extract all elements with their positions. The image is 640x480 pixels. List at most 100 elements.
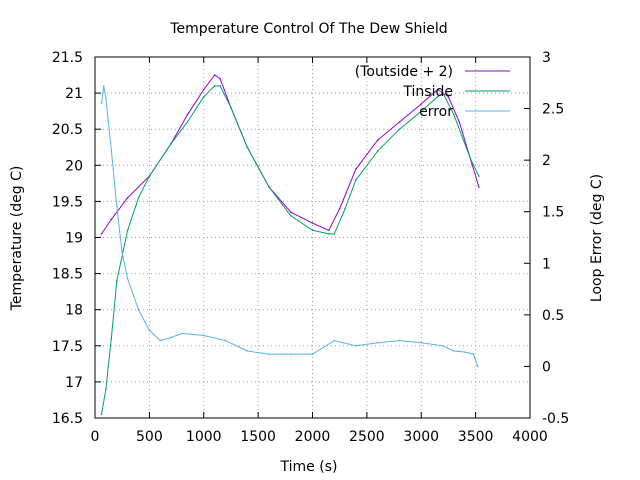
x-tick-label: 4000 bbox=[512, 429, 548, 445]
series-0-point bbox=[436, 88, 439, 91]
axis-ticks: 0 500 1000 1500 2000 2500 3000 3500 4000 16.5 17 17… bbox=[52, 50, 570, 445]
series-2-point bbox=[290, 353, 292, 355]
series-1-point bbox=[246, 146, 249, 149]
series-1-point bbox=[110, 337, 113, 340]
series-line-1 bbox=[101, 85, 480, 415]
x-tick-label: 1000 bbox=[186, 429, 222, 445]
series-1-point bbox=[213, 85, 216, 87]
series-2-point bbox=[333, 339, 336, 342]
series-0-point bbox=[203, 88, 205, 91]
series-1-point bbox=[355, 178, 357, 181]
series-1-point bbox=[333, 233, 336, 235]
series-2-point bbox=[148, 329, 151, 332]
series-0-point bbox=[213, 74, 216, 76]
series-2-point bbox=[116, 205, 118, 208]
series-2-point bbox=[442, 345, 444, 347]
series-2-point bbox=[311, 353, 314, 355]
y2-tick-label: 1 bbox=[542, 256, 551, 272]
series-2-point bbox=[121, 252, 123, 254]
series-0-point bbox=[377, 139, 379, 141]
x-tick-label: 3000 bbox=[403, 429, 439, 445]
series-1-point bbox=[442, 92, 444, 94]
series-2-point bbox=[398, 339, 401, 342]
legend: (Toutside + 2) Tinside error bbox=[355, 64, 510, 120]
series-1-point bbox=[230, 106, 232, 109]
series-2-point bbox=[102, 85, 105, 87]
series-1-point bbox=[170, 142, 172, 145]
series-2-point bbox=[159, 339, 162, 342]
series-0-point bbox=[311, 222, 314, 224]
series-line-2 bbox=[101, 85, 479, 367]
series-0-point bbox=[219, 77, 221, 80]
series-1-point bbox=[398, 128, 401, 130]
x-axis-label: Time (s) bbox=[280, 459, 338, 475]
x-tick-label: 2500 bbox=[349, 429, 385, 445]
series-1-point bbox=[290, 215, 292, 217]
series-1-point bbox=[420, 110, 423, 112]
series-0-point bbox=[398, 121, 401, 123]
series-0-point bbox=[478, 186, 480, 188]
series-1-point bbox=[478, 175, 480, 177]
series-2-point bbox=[100, 102, 103, 105]
y-tick-label: 17 bbox=[65, 375, 83, 391]
y-tick-label: 21.5 bbox=[52, 50, 83, 66]
series-2-point bbox=[355, 345, 357, 347]
legend-label: error bbox=[419, 104, 453, 120]
series-1-point bbox=[116, 280, 118, 282]
series-1-point bbox=[137, 197, 140, 199]
y-tick-label: 19.5 bbox=[52, 194, 83, 210]
y-tick-label: 18 bbox=[65, 303, 83, 319]
y-axis-label: Temperature (deg C) bbox=[9, 166, 25, 312]
series-2-point bbox=[420, 341, 423, 344]
plot-series bbox=[100, 74, 480, 416]
series-1-point bbox=[219, 85, 221, 87]
x-tick-label: 500 bbox=[136, 429, 163, 445]
series-1-point bbox=[148, 175, 151, 177]
series-2-point bbox=[126, 278, 129, 280]
grid bbox=[95, 57, 530, 418]
y2-tick-label: 1.5 bbox=[542, 205, 564, 221]
y-tick-label: 20 bbox=[65, 158, 83, 174]
y-tick-label: 16.5 bbox=[52, 411, 83, 427]
series-2-point bbox=[377, 341, 379, 344]
y2-tick-label: 2 bbox=[542, 153, 551, 169]
series-0-point bbox=[355, 168, 357, 170]
y2-tick-label: 3 bbox=[542, 50, 551, 66]
series-2-point bbox=[477, 365, 479, 368]
series-0-point bbox=[447, 95, 450, 98]
series-1-point bbox=[377, 150, 379, 152]
series-1-point bbox=[344, 207, 346, 210]
series-2-point bbox=[464, 351, 466, 353]
y-tick-label: 17.5 bbox=[52, 339, 83, 355]
series-0-point bbox=[420, 103, 423, 105]
y2-tick-label: -0.5 bbox=[542, 411, 569, 427]
series-0-point bbox=[186, 114, 189, 116]
series-1-point bbox=[126, 229, 129, 232]
x-tick-label: 3500 bbox=[458, 429, 494, 445]
series-2-point bbox=[203, 334, 205, 337]
series-0-point bbox=[110, 218, 113, 221]
series-1-point bbox=[100, 413, 103, 416]
series-2-point bbox=[181, 332, 183, 335]
series-2-point bbox=[137, 308, 140, 311]
series-1-point bbox=[436, 95, 439, 98]
series-1-point bbox=[453, 114, 455, 116]
series-0-point bbox=[100, 233, 103, 235]
series-2-point bbox=[110, 149, 113, 151]
legend-label: Tinside bbox=[402, 84, 453, 100]
legend-label: (Toutside + 2) bbox=[355, 64, 453, 80]
x-tick-label: 0 bbox=[91, 429, 100, 445]
series-1-point bbox=[311, 229, 314, 232]
x-tick-label: 2000 bbox=[295, 429, 331, 445]
series-2-point bbox=[170, 336, 172, 339]
series-2-point bbox=[246, 350, 249, 352]
series-1-point bbox=[203, 95, 205, 98]
series-0-point bbox=[458, 121, 461, 123]
series-1-point bbox=[105, 388, 107, 390]
series-0-point bbox=[328, 229, 330, 232]
chart-title: Temperature Control Of The Dew Shield bbox=[169, 21, 447, 37]
series-2-point bbox=[268, 353, 270, 355]
y-tick-label: 18.5 bbox=[52, 267, 83, 283]
series-2-point bbox=[453, 350, 455, 352]
